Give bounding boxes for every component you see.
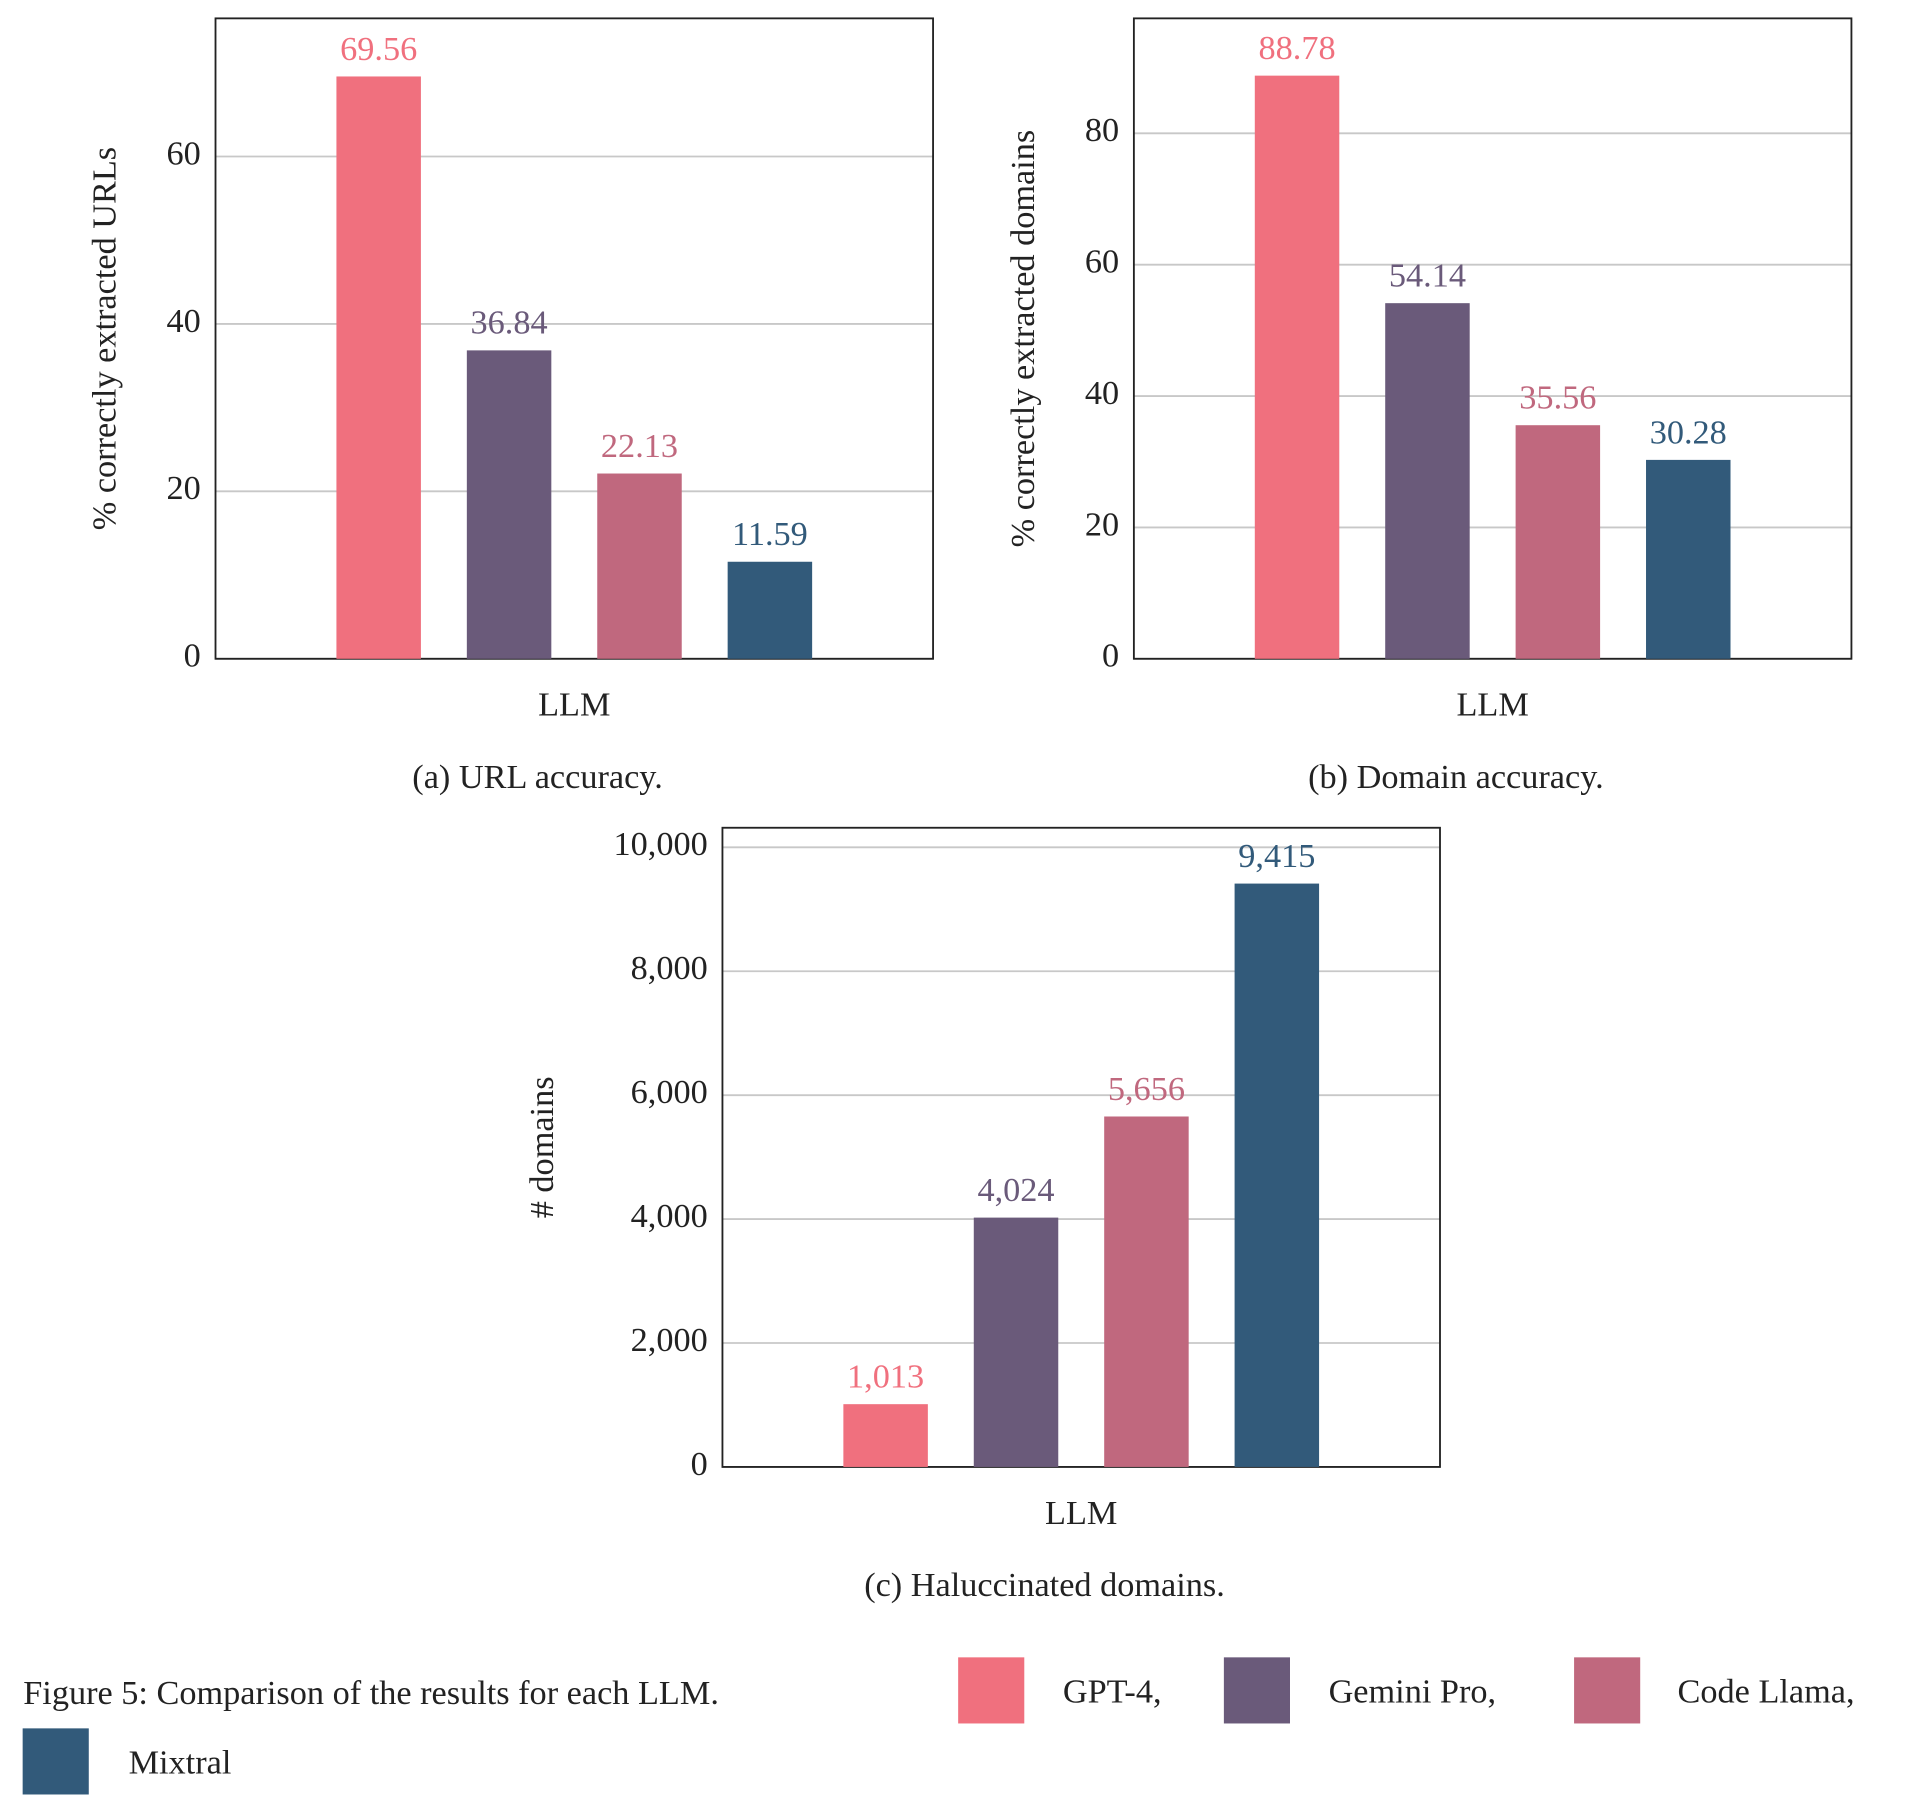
y-axis-label: % correctly extracted domains — [1004, 130, 1042, 548]
data-label: 1,013 — [847, 1358, 924, 1396]
y-tick-label: 20 — [1085, 505, 1119, 543]
bar — [1515, 425, 1601, 659]
legend-label: GPT-4, — [1063, 1673, 1162, 1711]
plot-frame — [214, 17, 934, 660]
legend-swatch — [958, 1657, 1025, 1724]
data-label: 11.59 — [732, 515, 808, 553]
bar — [1104, 1116, 1189, 1467]
data-label: 30.28 — [1650, 413, 1727, 451]
legend-swatch — [22, 1728, 89, 1795]
y-tick-label: 60 — [167, 134, 201, 172]
y-tick-label: 60 — [1085, 243, 1119, 281]
y-axis-label: % correctly extracted URLs — [86, 147, 124, 530]
y-tick-label: 20 — [167, 469, 201, 507]
data-label: 88.78 — [1258, 29, 1335, 67]
bar — [466, 350, 552, 659]
y-tick-label: 4,000 — [631, 1197, 708, 1235]
data-label: 22.13 — [601, 427, 678, 465]
y-tick-label: 2,000 — [631, 1321, 708, 1359]
y-tick-label: 6,000 — [631, 1073, 708, 1111]
y-tick-label: 10,000 — [614, 825, 708, 863]
bar — [843, 1404, 928, 1467]
x-axis-label: LLM — [538, 686, 610, 724]
legend-label: Mixtral — [129, 1744, 232, 1782]
bar — [727, 561, 813, 659]
y-tick-label: 80 — [1085, 111, 1119, 149]
data-label: 36.84 — [471, 304, 548, 342]
x-axis-label: LLM — [1045, 1494, 1117, 1532]
bar — [1254, 75, 1340, 659]
legend-swatch — [1574, 1657, 1641, 1724]
figure-caption: Figure 5: Comparison of the results for … — [23, 1674, 719, 1712]
bar — [597, 473, 682, 659]
figure-body: 0 20 40 60 69.56 36.84 22.13 11.59 % correctly e… — [22, 17, 1855, 1795]
x-axis-label: LLM — [1456, 686, 1528, 724]
y-tick-label: 8,000 — [631, 949, 708, 987]
plot-frame — [721, 826, 1441, 1468]
y-tick-label: 40 — [167, 302, 201, 340]
legend-swatch — [1223, 1657, 1291, 1724]
bar — [1646, 459, 1731, 659]
data-label: 4,024 — [977, 1171, 1054, 1209]
legend-label: Code Llama, — [1678, 1673, 1855, 1711]
data-label: 54.14 — [1389, 257, 1466, 295]
data-label: 69.56 — [340, 30, 417, 68]
y-tick-label: 0 — [691, 1445, 708, 1483]
y-tick-label: 0 — [1102, 637, 1119, 675]
legend-label: Gemini Pro, — [1329, 1673, 1497, 1711]
bar — [1385, 303, 1470, 659]
data-label: 35.56 — [1519, 379, 1596, 417]
data-label: 5,656 — [1108, 1070, 1185, 1108]
subfigure-caption: (c) Haluccinated domains. — [864, 1566, 1225, 1604]
bar — [973, 1217, 1059, 1467]
data-label: 9,415 — [1238, 837, 1315, 875]
y-tick-label: 0 — [184, 637, 201, 675]
bar — [1234, 883, 1320, 1467]
y-axis-label: # domains — [523, 1076, 561, 1218]
bar — [336, 76, 421, 659]
plot-frame — [1132, 17, 1853, 660]
y-tick-label: 40 — [1085, 374, 1119, 412]
subfigure-caption: (b) Domain accuracy. — [1308, 758, 1604, 796]
subfigure-caption: (a) URL accuracy. — [412, 758, 662, 796]
